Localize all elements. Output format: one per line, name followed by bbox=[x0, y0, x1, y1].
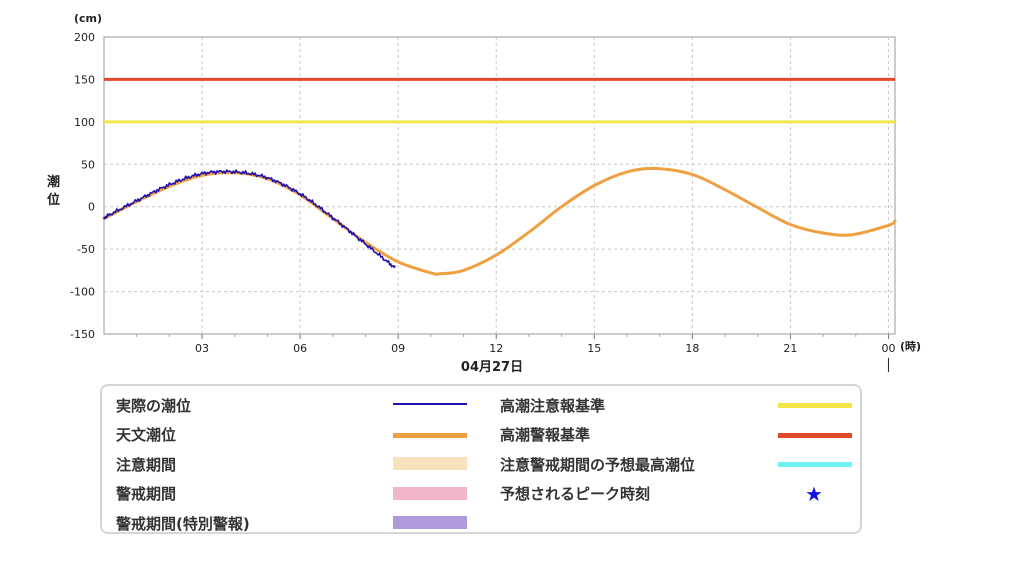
y-tick-label: 100 bbox=[74, 116, 95, 129]
legend-line-swatch bbox=[393, 403, 467, 405]
legend-label-text: 実際の潮位 bbox=[116, 396, 192, 415]
legend-label: 予想されるピーク時刻 bbox=[500, 481, 650, 507]
legend-label-text: 警戒期間(特別警報) bbox=[116, 514, 250, 533]
legend-label: 天文潮位 bbox=[116, 422, 176, 448]
x-tick-label: 09 bbox=[391, 342, 405, 355]
y-tick-label: -100 bbox=[70, 286, 95, 299]
star-icon: ★ bbox=[805, 481, 823, 506]
x-tick-label: 06 bbox=[293, 342, 307, 355]
legend-label: 注意期間 bbox=[116, 451, 176, 477]
x-unit-label: (時) bbox=[900, 339, 921, 353]
y-tick-label: -50 bbox=[77, 243, 95, 256]
legend-label: 実際の潮位 bbox=[116, 392, 191, 418]
y-tick-label: 0 bbox=[88, 201, 95, 214]
x-tick-label: 12 bbox=[489, 342, 503, 355]
x-tick-label: 00 bbox=[881, 342, 895, 355]
legend-label-text: 予想されるピーク時刻 bbox=[500, 485, 651, 503]
x-tick-label: 21 bbox=[783, 342, 797, 355]
legend-block-swatch bbox=[393, 516, 467, 529]
legend-label: 警戒期間(特別警報) bbox=[116, 510, 250, 536]
legend-label-text: 注意期間 bbox=[116, 455, 177, 474]
legend-block-swatch bbox=[393, 457, 467, 470]
legend-label-text: 警戒期間 bbox=[116, 485, 177, 503]
y-tick-label: -150 bbox=[70, 328, 95, 341]
x-tick-label: 18 bbox=[685, 342, 699, 355]
y-unit-label: (cm) bbox=[74, 12, 102, 25]
legend: 実際の潮位 高潮注意報基準天文潮位 高潮警報基準注意期間 注意警戒期間の予想最高潮位警… bbox=[100, 384, 862, 534]
y-tick-label: 150 bbox=[74, 73, 95, 86]
series-line-observed bbox=[103, 169, 396, 269]
legend-label: 高潮警報基準 bbox=[500, 422, 590, 448]
x-tick-label: 15 bbox=[587, 342, 601, 355]
y-tick-label: 200 bbox=[74, 31, 95, 44]
legend-label: 注意警戒期間の予想最高潮位 bbox=[500, 451, 695, 477]
tide-chart: (cm) 潮 位 200 150 100 50 0 -50 -100 -150 03 06 09 12… bbox=[47, 12, 921, 375]
x-tick-label: 03 bbox=[195, 342, 209, 355]
legend-label: 高潮注意報基準 bbox=[500, 392, 605, 418]
legend-label: 警戒期間 bbox=[116, 481, 176, 507]
legend-line-swatch bbox=[778, 403, 852, 408]
y-axis-label-1: 潮 bbox=[47, 174, 60, 190]
legend-line-swatch bbox=[778, 462, 852, 467]
y-tick-label: 50 bbox=[81, 158, 95, 171]
legend-label-text: 高潮注意報基準 bbox=[500, 396, 606, 415]
legend-label-text: 天文潮位 bbox=[116, 426, 177, 444]
legend-line-swatch bbox=[393, 432, 467, 438]
legend-label-text: 高潮警報基準 bbox=[500, 426, 591, 444]
date-label: 04月27日 bbox=[461, 360, 523, 375]
y-axis-label-2: 位 bbox=[47, 192, 60, 208]
legend-line-swatch bbox=[778, 432, 852, 438]
legend-label-text: 注意警戒期間の予想最高潮位 bbox=[500, 455, 696, 474]
plot-frame bbox=[103, 36, 896, 335]
legend-block-swatch bbox=[393, 486, 467, 500]
